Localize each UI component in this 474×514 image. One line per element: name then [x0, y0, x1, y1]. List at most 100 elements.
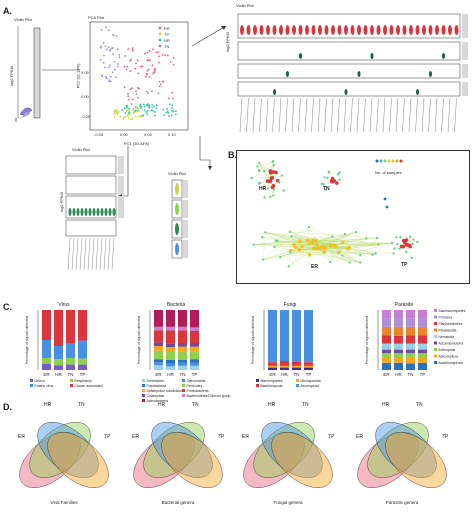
pca-point: [126, 106, 128, 109]
stacked-bar-segment: [42, 364, 51, 370]
pca-point: [132, 108, 134, 111]
pca-legend-label: TP: [164, 32, 169, 37]
violin-title: Violin Plot: [72, 147, 90, 152]
chart-category-label: TN: [294, 372, 300, 377]
stacked-bar-segment: [418, 318, 427, 327]
chart-category-label: HR: [395, 372, 402, 377]
network-edge: [347, 242, 393, 249]
violin-shape: [84, 208, 88, 216]
network-edge: [274, 246, 361, 263]
stacked-bar-segment: [406, 353, 415, 358]
violin-shape: [442, 53, 445, 59]
network-node: [412, 238, 415, 241]
stacked-bar-segment: [190, 359, 199, 363]
pca-point: [155, 51, 158, 54]
stacked-bar-segment: [190, 351, 199, 360]
violin-shape: [175, 223, 179, 235]
pca-point: [167, 97, 170, 100]
violin-xtick-label: [447, 97, 451, 133]
network-node: [258, 168, 261, 172]
violin-xtick-label: [324, 97, 327, 133]
network-node: [393, 247, 396, 250]
violin-title: Violin Plot: [168, 171, 186, 176]
venn-set: [357, 432, 419, 488]
stacked-bar-segment: [406, 343, 415, 350]
pca-point: [172, 110, 175, 113]
pca-point: [166, 54, 169, 57]
violin-xtick-label: [278, 97, 282, 133]
pca-point: [124, 111, 127, 114]
pca-point: [137, 72, 140, 75]
violin-shape: [428, 25, 433, 35]
network-node: [411, 242, 414, 246]
chart-category-label: TN: [408, 372, 414, 377]
chart-legend-swatch: [182, 384, 185, 387]
stacked-bar-segment: [66, 358, 75, 365]
network-node: [297, 248, 302, 252]
stacked-bar-segment: [382, 310, 391, 319]
network-node: [399, 244, 404, 249]
pca-point: [161, 80, 164, 83]
violin-shape: [357, 71, 361, 77]
violin-xtick-label: [311, 97, 314, 133]
venn-set-label: ER: [242, 434, 249, 440]
pca-point: [108, 80, 111, 83]
stacked-bar-segment: [268, 367, 277, 370]
pca-point: [115, 35, 118, 37]
chart-title: Virus: [58, 302, 70, 308]
stacked-bar-segment: [394, 353, 403, 358]
pca-point: [111, 71, 114, 74]
network-node: [320, 182, 323, 186]
pca-point: [145, 72, 148, 75]
venn-set-label: ER: [18, 434, 25, 440]
pca-point: [167, 112, 170, 114]
pca-point: [172, 56, 175, 59]
network-label-er: ER: [311, 264, 318, 270]
network-node: [329, 260, 332, 264]
pca-point: [151, 48, 154, 51]
pca-point: [101, 75, 104, 78]
pca-point: [150, 109, 153, 112]
pca-point: [140, 116, 143, 118]
pca-point: [139, 65, 142, 68]
panel-letter-b: B.: [228, 150, 237, 160]
chart-legend-swatch: [70, 384, 73, 387]
network-edge: [299, 249, 361, 263]
stacked-bar-segment: [292, 361, 301, 366]
pca-point: [144, 75, 147, 78]
network-node: [272, 188, 276, 191]
chart-legend-label: Others: [35, 379, 45, 383]
violin-shape: [383, 25, 387, 35]
pca-point: [127, 113, 130, 116]
network-edge: [265, 232, 379, 245]
network-node: [266, 187, 270, 190]
venn-set: [143, 422, 205, 478]
chart-legend-label: Fusobacteria: [147, 384, 167, 388]
chart-legend-swatch: [142, 399, 145, 402]
stacked-bar-segment: [154, 359, 163, 363]
violin-row-frame: [171, 179, 183, 199]
pca-point: [155, 107, 158, 110]
network-node: [307, 225, 311, 229]
network-node: [348, 261, 351, 264]
network-node: [273, 245, 276, 249]
pca-point: [164, 54, 167, 57]
chart-legend-label: Ascomycota: [301, 384, 320, 388]
violin-xtick-label: [83, 237, 87, 271]
stacked-bar-segment: [394, 362, 403, 370]
network-edge: [360, 237, 378, 263]
stacked-bar-segment: [178, 351, 187, 360]
pca-point: [171, 91, 174, 94]
network-node: [323, 245, 328, 250]
pca-point: [129, 88, 132, 91]
pca-point: [121, 108, 123, 111]
venn-set: [47, 432, 109, 488]
chart-title: Fungi: [284, 302, 297, 308]
stacked-bar-segment: [154, 342, 163, 346]
pca-ytick: 0.00: [81, 94, 90, 99]
pca-legend-marker: [158, 38, 162, 42]
pca-point: [158, 55, 160, 58]
violin-ylabel: log2 FPKM: [58, 192, 64, 212]
network-edge: [275, 240, 379, 245]
network-node: [270, 185, 275, 189]
